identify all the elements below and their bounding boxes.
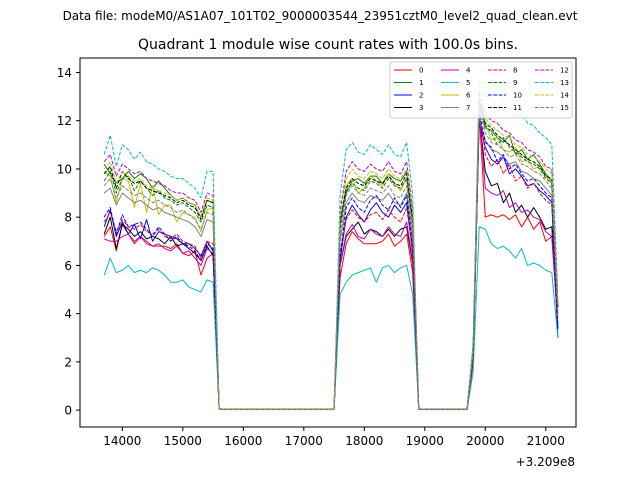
y-tick-label: 12: [57, 114, 72, 128]
legend-label-2: 2: [419, 92, 423, 100]
legend-label-0: 0: [419, 67, 423, 75]
y-tick-label: 0: [64, 404, 72, 418]
legend-label-14: 14: [560, 92, 569, 100]
legend-box: [389, 61, 573, 119]
legend-label-6: 6: [466, 92, 471, 100]
y-tick-label: 6: [64, 259, 72, 273]
legend-label-12: 12: [560, 67, 569, 75]
x-tick-label: 21000: [527, 434, 565, 448]
legend-label-3: 3: [419, 104, 423, 112]
chart-title: Quadrant 1 module wise count rates with …: [138, 37, 518, 53]
x-tick-label: 18000: [345, 434, 383, 448]
x-tick-label: 14000: [103, 434, 141, 448]
x-axis-offset-label: +3.209e8: [516, 455, 575, 469]
x-tick-label: 20000: [466, 434, 504, 448]
legend-label-1: 1: [419, 79, 423, 87]
legend-label-7: 7: [466, 104, 470, 112]
y-tick-label: 2: [64, 355, 72, 369]
x-tick-label: 19000: [406, 434, 444, 448]
legend-label-5: 5: [466, 79, 470, 87]
axes: 14000 15000 16000 17000 18000 19000 20000 21000…: [57, 57, 577, 448]
axes-frame: [79, 57, 577, 428]
y-tick-label: 8: [64, 211, 72, 225]
series-line-15: [103, 108, 559, 410]
y-tick-label: 10: [57, 162, 72, 176]
series-line-14: [103, 96, 559, 410]
legend-label-11: 11: [513, 104, 522, 112]
chart-suptitle: Data file: modeM0/AS1A07_101T02_90000035…: [63, 9, 578, 23]
legend-label-13: 13: [560, 79, 569, 87]
legend-label-15: 15: [560, 104, 569, 112]
legend-label-9: 9: [513, 79, 517, 87]
x-tick-label: 15000: [164, 434, 202, 448]
x-tick-label: 16000: [224, 434, 262, 448]
y-tick-label: 4: [64, 307, 72, 321]
legend-label-8: 8: [513, 67, 517, 75]
legend-label-4: 4: [466, 67, 471, 75]
y-tick-label: 14: [57, 66, 72, 80]
legend-label-10: 10: [513, 92, 522, 100]
x-tick-label: 17000: [285, 434, 323, 448]
